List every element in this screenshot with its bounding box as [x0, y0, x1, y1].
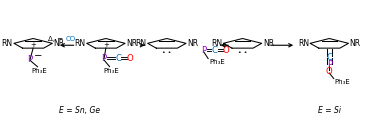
Text: P: P	[101, 54, 107, 63]
Text: P: P	[327, 60, 332, 69]
Text: NR: NR	[350, 39, 361, 48]
Text: RN: RN	[135, 39, 147, 48]
Text: C: C	[326, 53, 332, 62]
Text: Ph₃E: Ph₃E	[335, 79, 350, 85]
Text: E = Sn, Ge: E = Sn, Ge	[59, 106, 101, 115]
Text: Ph₃E: Ph₃E	[104, 68, 119, 74]
Text: RN: RN	[2, 39, 13, 48]
Text: RN: RN	[298, 39, 309, 48]
Text: Ph₃E: Ph₃E	[209, 59, 225, 65]
Text: O: O	[127, 54, 133, 63]
Text: • •: • •	[238, 50, 247, 55]
Text: P: P	[201, 46, 206, 55]
Text: O: O	[223, 46, 229, 55]
Text: Ph₃E: Ph₃E	[31, 68, 47, 74]
Text: NR: NR	[263, 39, 274, 48]
Text: NR: NR	[187, 39, 198, 48]
Text: Δ, −: Δ, −	[48, 36, 65, 42]
Text: P: P	[28, 55, 33, 64]
Text: −: −	[34, 51, 42, 61]
Text: • •: • •	[162, 50, 172, 55]
Text: CO: CO	[66, 36, 76, 42]
Text: C: C	[115, 54, 121, 63]
Text: O: O	[326, 67, 333, 76]
Text: RN: RN	[74, 39, 85, 48]
Text: E = Si: E = Si	[318, 106, 341, 115]
Text: +: +	[103, 42, 109, 48]
Text: RN: RN	[211, 39, 222, 48]
Text: NR: NR	[53, 39, 65, 48]
Text: C: C	[212, 46, 218, 55]
Text: NR: NR	[126, 39, 137, 48]
Text: +: +	[30, 42, 36, 48]
